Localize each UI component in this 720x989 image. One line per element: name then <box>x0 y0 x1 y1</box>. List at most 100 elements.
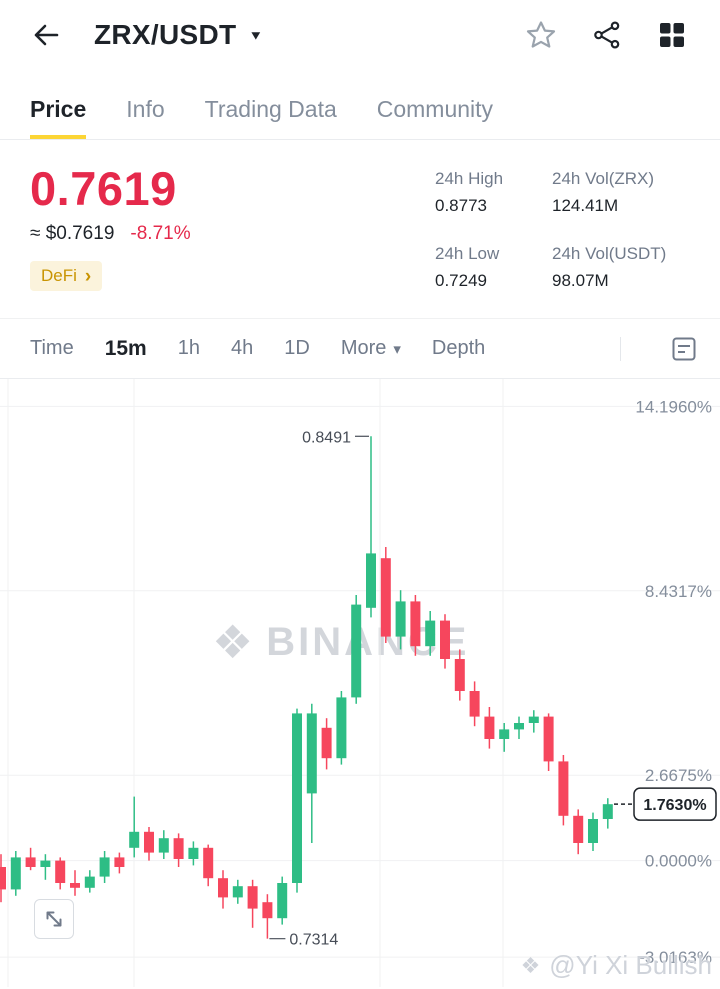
binance-watermark: ❖ BINANCE <box>212 619 469 665</box>
candle-body <box>514 723 524 730</box>
y-axis-label: 0.0000% <box>645 852 712 871</box>
share-icon <box>594 21 620 49</box>
more-label: More <box>340 337 387 359</box>
candle-body <box>499 729 510 739</box>
candle-body <box>602 804 613 819</box>
candle-body <box>351 604 362 698</box>
candle-body <box>247 886 258 909</box>
stat-label: 24h Low <box>435 244 500 263</box>
stat-value: 124.41M <box>552 196 619 215</box>
candle-body <box>395 601 406 637</box>
stat-value: 0.7249 <box>435 271 487 290</box>
stat-value: 0.8773 <box>435 196 487 215</box>
candle-body <box>410 601 421 647</box>
candle-body <box>40 860 51 867</box>
y-axis-label: 8.4317% <box>645 582 712 601</box>
candle-body <box>528 716 539 723</box>
candle-body <box>0 867 6 890</box>
tab-info[interactable]: Info <box>126 96 165 122</box>
credit-watermark: ❖ @Yi Xi Bullish <box>521 950 712 981</box>
tf-4h[interactable]: 4h <box>230 337 254 359</box>
low-price-label: 0.7314 <box>289 932 338 949</box>
badge-label: DeFi <box>41 266 77 285</box>
grid-icon <box>660 23 684 47</box>
candle-body <box>158 838 169 853</box>
candle-body <box>10 857 21 890</box>
stat-value: 98.07M <box>552 271 609 290</box>
tf-more[interactable]: More ▾ <box>341 337 401 360</box>
candle-body <box>114 857 125 867</box>
price-section: 0.7619 ≈ $0.7619 -8.71% DeFi › 24h High … <box>0 140 720 319</box>
candle-body <box>84 876 95 888</box>
candle-body <box>129 831 140 848</box>
candle-body <box>25 857 36 867</box>
candle-body <box>469 691 480 717</box>
tf-1h[interactable]: 1h <box>177 337 200 359</box>
candle-body <box>55 860 66 883</box>
toolbar-divider <box>620 336 621 361</box>
candle-body <box>588 819 598 843</box>
y-axis-label: 2.6675% <box>645 766 712 785</box>
back-arrow-icon <box>34 24 59 46</box>
tab-community[interactable]: Community <box>376 96 494 122</box>
price-left-column: 0.7619 ≈ $0.7619 -8.71% DeFi › <box>30 164 191 291</box>
last-price: 0.7619 <box>30 162 177 215</box>
tab-price[interactable]: Price <box>30 96 87 139</box>
candle-body <box>262 902 273 919</box>
candle-body <box>366 553 376 608</box>
chevron-down-icon: ▾ <box>393 340 401 358</box>
page-title: ZRX/USDT <box>94 19 237 50</box>
tf-time[interactable]: Time <box>30 337 74 359</box>
y-axis-label: -3.0163% <box>639 948 712 967</box>
expand-icon <box>46 911 62 927</box>
candle-body <box>70 883 80 888</box>
candle-body <box>454 659 465 691</box>
share-button[interactable] <box>592 20 622 50</box>
candle-body <box>573 815 584 843</box>
candle-body <box>144 831 154 853</box>
price-subline: ≈ $0.7619 -8.71% <box>30 223 191 245</box>
apps-grid-button[interactable] <box>658 21 686 49</box>
chevron-down-icon: ▼ <box>248 27 264 43</box>
fiat-price: ≈ $0.7619 <box>30 223 115 244</box>
stat-24h-vol-zrx: 24h Vol(ZRX) 124.41M <box>552 169 704 216</box>
back-button[interactable] <box>30 19 62 51</box>
change-24h: -8.71% <box>130 223 191 244</box>
stat-label: 24h High <box>435 169 504 188</box>
candle-body <box>99 857 110 877</box>
stat-24h-low: 24h Low 0.7249 <box>435 244 550 291</box>
chart-area: ❖ BINANCE 0.8491 0.7314 14.1960% 8.4317% 2.6… <box>0 379 720 987</box>
tab-trading-data[interactable]: Trading Data <box>204 96 337 122</box>
binance-logo-icon: ❖ <box>212 616 254 668</box>
candle-body <box>336 697 347 759</box>
current-price-box <box>633 787 717 821</box>
chart-settings-button[interactable] <box>670 335 698 363</box>
candle-body <box>380 558 391 637</box>
pair-selector[interactable]: ZRX/USDT ▼ <box>94 19 263 51</box>
current-price-label: 1.7630% <box>643 797 706 814</box>
tf-depth[interactable]: Depth <box>431 337 486 359</box>
tf-15m[interactable]: 15m <box>104 336 147 360</box>
star-icon <box>526 21 556 48</box>
stat-label: 24h Vol(USDT) <box>552 244 667 263</box>
candle-body <box>440 620 450 659</box>
candle-body <box>277 883 288 919</box>
stat-24h-vol-usdt: 24h Vol(USDT) 98.07M <box>552 244 704 291</box>
tf-1d[interactable]: 1D <box>284 337 310 359</box>
expand-chart-button[interactable] <box>34 899 74 939</box>
stat-label: 24h Vol(ZRX) <box>552 169 655 188</box>
category-badge-defi[interactable]: DeFi › <box>30 261 103 291</box>
stat-24h-high: 24h High 0.8773 <box>435 169 550 216</box>
binance-diamond-icon: ❖ <box>520 952 541 978</box>
topbar-icons <box>526 20 686 50</box>
candle-body <box>321 727 332 759</box>
interval-toolbar: Time 15m 1h 4h 1D More ▾ Depth <box>0 319 720 379</box>
candle-body <box>188 847 199 859</box>
candle-body <box>425 620 436 647</box>
candle-body <box>218 878 228 898</box>
high-price-label: 0.8491 <box>302 429 351 446</box>
candlestick-chart[interactable]: 0.8491 0.7314 14.1960% 8.4317% 2.6675% 0.0000… <box>0 379 720 987</box>
favorite-star-button[interactable] <box>526 20 556 50</box>
chart-settings-icon <box>672 337 696 360</box>
